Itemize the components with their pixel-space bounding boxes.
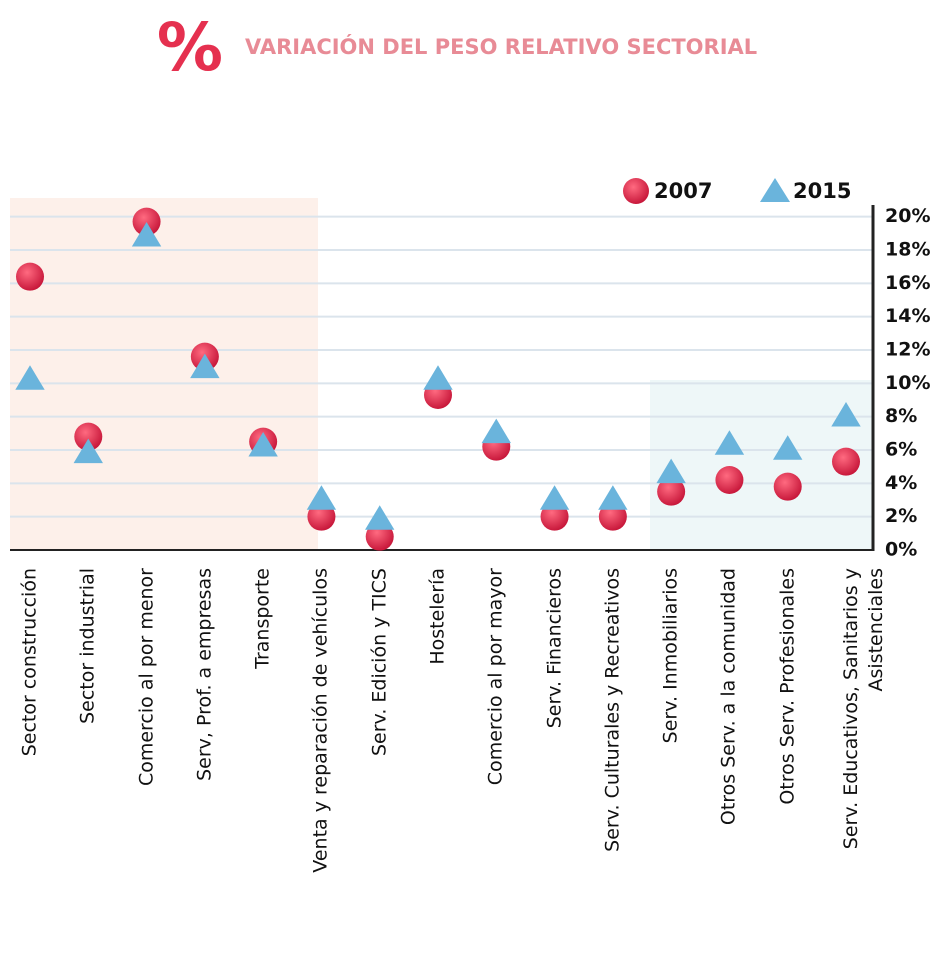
triangle bbox=[248, 431, 278, 457]
x-tick-label: Sector construcción bbox=[18, 568, 41, 757]
y-tick-label: 8% bbox=[885, 405, 917, 427]
x-tick-label: Transporte bbox=[251, 568, 274, 669]
triangle bbox=[131, 221, 162, 247]
highlight-band bbox=[10, 198, 318, 550]
legend-label: 2015 bbox=[793, 179, 851, 203]
y-tick-label: 0% bbox=[885, 539, 917, 561]
y-tick-label: 18% bbox=[885, 239, 930, 261]
triangle bbox=[190, 353, 220, 379]
triangle bbox=[714, 430, 745, 455]
x-tick-label: Otros Serv. Profesionales bbox=[776, 568, 799, 805]
dot bbox=[74, 422, 103, 451]
dot bbox=[132, 207, 161, 236]
title-icon: % bbox=[157, 9, 223, 86]
triangle bbox=[598, 485, 628, 510]
dot bbox=[715, 466, 744, 494]
y-tick-label: 6% bbox=[885, 439, 917, 461]
dot bbox=[832, 447, 860, 476]
triangle bbox=[423, 365, 453, 390]
dot bbox=[773, 472, 802, 501]
triangle bbox=[539, 485, 570, 510]
chart-title: VARIACIÓN DEL PESO RELATIVO SECTORIAL bbox=[245, 34, 757, 59]
y-tick-label: 12% bbox=[885, 339, 930, 361]
x-tick-label: Serv, Prof. a empresas bbox=[193, 568, 216, 781]
triangle bbox=[306, 485, 337, 510]
x-tick-label: Serv. Inmobiliarios bbox=[659, 568, 682, 744]
x-tick-label: Comercio al por menor bbox=[135, 568, 158, 787]
legend-marker bbox=[623, 178, 649, 204]
y-tick-label: 20% bbox=[885, 205, 930, 227]
x-tick-label: Serv. Financieros bbox=[543, 568, 566, 729]
x-tick-label: Serv. Culturales y Recreativos bbox=[601, 568, 624, 852]
x-tick-label: Sector industrial bbox=[76, 568, 99, 724]
y-tick-label: 14% bbox=[885, 305, 930, 327]
triangle bbox=[773, 435, 803, 460]
x-tick-label: Serv. Educativos, Sanitarios y Asistenci… bbox=[840, 568, 887, 850]
x-tick-label: Serv. Edición y TICS bbox=[368, 568, 391, 757]
legend-label: 2007 bbox=[654, 179, 712, 203]
x-tick-label: Hostelería bbox=[426, 568, 449, 665]
x-tick-label: Venta y reparación de vehículos bbox=[309, 568, 332, 873]
triangle bbox=[15, 365, 45, 390]
x-tick-label: Comercio al por mayor bbox=[484, 568, 507, 786]
dot bbox=[16, 262, 44, 291]
dot bbox=[657, 477, 686, 506]
y-tick-label: 4% bbox=[885, 472, 917, 494]
x-tick-label: Otros Serv. a la comunidad bbox=[717, 568, 740, 826]
y-tick-label: 2% bbox=[885, 505, 917, 527]
y-tick-label: 10% bbox=[885, 372, 930, 394]
triangle bbox=[365, 505, 395, 530]
triangle bbox=[481, 418, 511, 444]
triangle bbox=[656, 458, 686, 484]
triangle bbox=[73, 438, 103, 464]
y-tick-label: 16% bbox=[885, 272, 930, 294]
legend-marker bbox=[760, 178, 790, 202]
triangle bbox=[831, 401, 861, 427]
